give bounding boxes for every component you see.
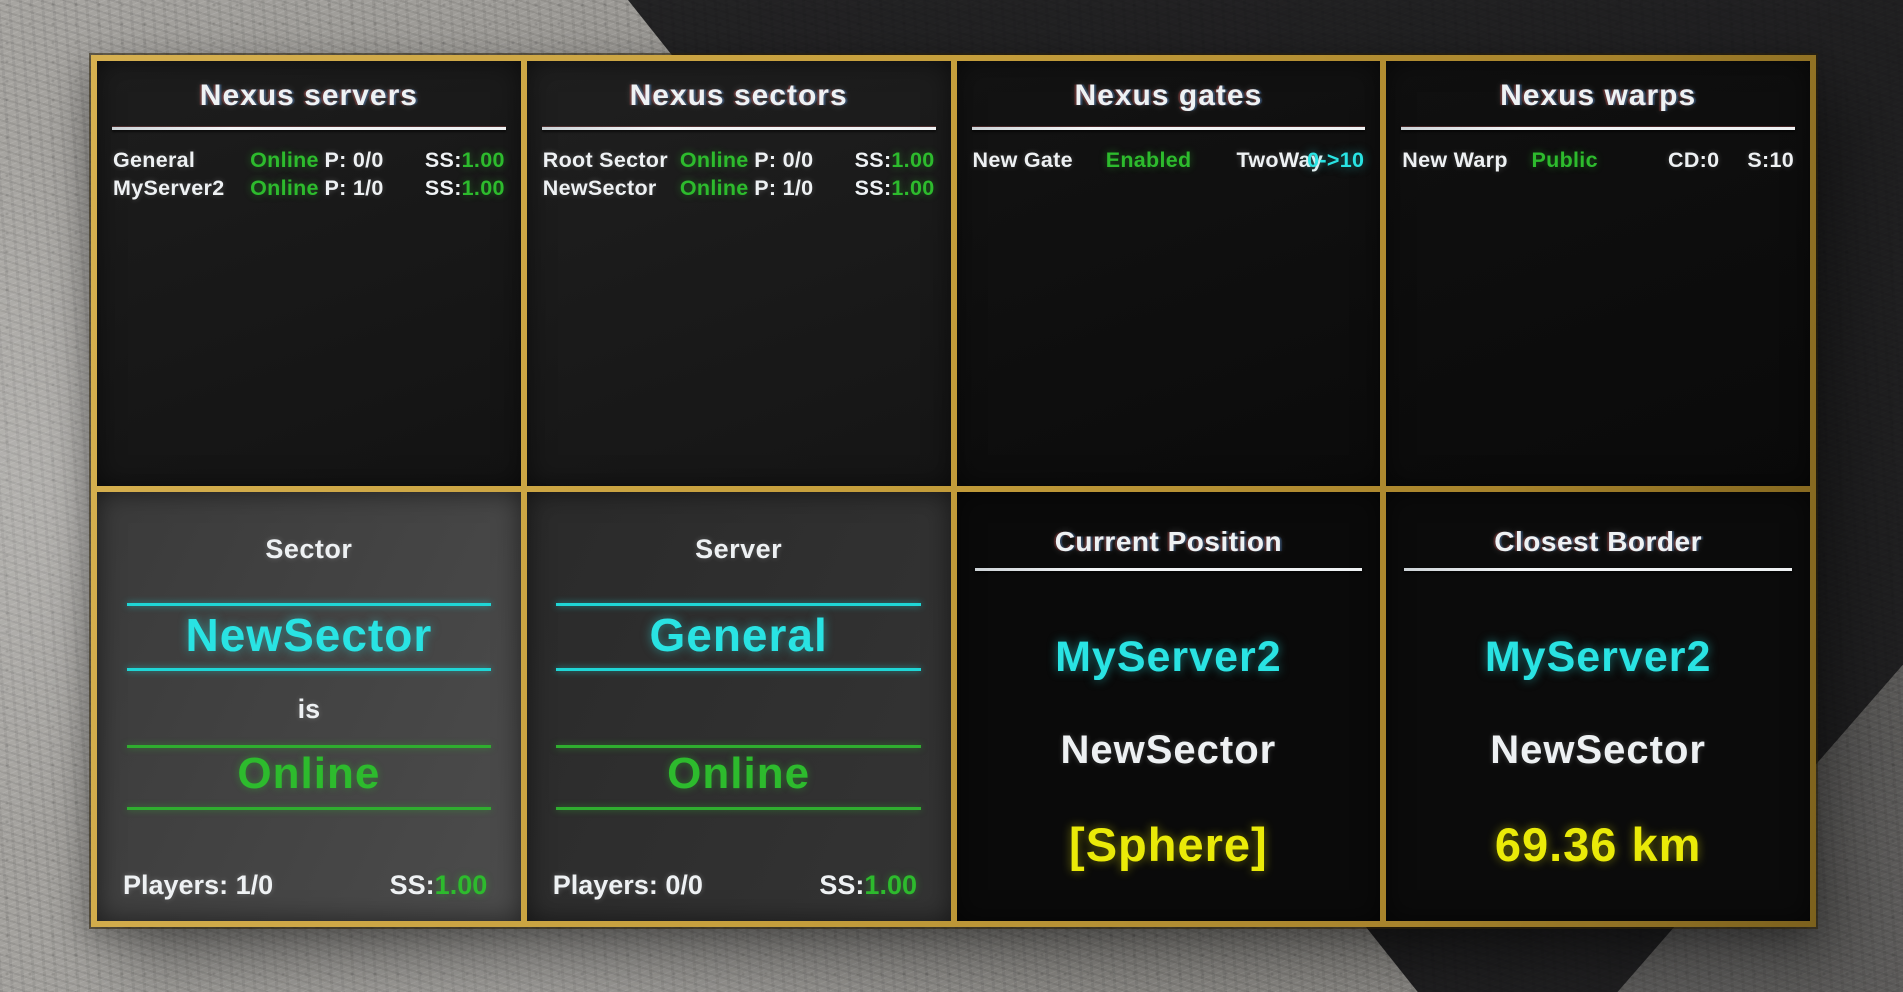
gate-name: New Gate	[972, 148, 1073, 172]
warp-cooldown: CD:0	[1668, 148, 1720, 172]
server-row: MyServer2 Online P: 1/0 SS:1.00	[113, 174, 505, 202]
server-status: Online	[250, 176, 319, 200]
warp-size: S:10	[1747, 148, 1794, 172]
lcd-panel-grid: Nexus servers General Online P: 0/0 SS:1…	[89, 53, 1818, 929]
server-list: General Online P: 0/0 SS:1.00 MyServer2 …	[97, 146, 521, 202]
title-underline	[971, 127, 1366, 130]
sector-status-stats: Players: 1/0 SS:1.00	[123, 870, 495, 901]
nexus-servers-screen: Nexus servers General Online P: 0/0 SS:1…	[97, 61, 521, 486]
sector-name: Root Sector	[542, 148, 668, 172]
gate-type-route: TwoWay0->10	[1237, 146, 1365, 174]
server-players: P: 1/0	[324, 176, 384, 200]
warp-name: New Warp	[1402, 148, 1508, 172]
title-underline	[974, 567, 1363, 571]
current-position-title: Current Position	[1054, 525, 1283, 557]
green-divider	[126, 745, 492, 749]
server-status-screen: Server General Online Players: 0/0 SS:1.…	[526, 491, 951, 921]
sector-status: Online	[679, 148, 749, 172]
cyan-divider	[556, 602, 921, 606]
sector-simspeed: SS:1.00	[855, 146, 935, 174]
warp-list: New Warp Public CD:0 S:10	[1386, 146, 1810, 174]
ss-label: SS:	[819, 869, 865, 900]
current-position-sector: NewSector	[1060, 727, 1277, 772]
title-underline	[112, 127, 506, 130]
ss-value: 1.00	[891, 176, 935, 200]
sector-simspeed: SS:1.00	[855, 174, 935, 202]
server-simspeed: SS:1.00	[425, 174, 505, 202]
sector-players-count: Players: 1/0	[123, 869, 274, 900]
sector-name: NewSector	[542, 176, 657, 200]
closest-border-title: Closest Border	[1494, 525, 1702, 557]
ss-value: 1.00	[461, 148, 505, 172]
server-status: Online	[250, 148, 319, 172]
sector-status-state: Online	[237, 749, 381, 799]
nexus-gates-screen: Nexus gates New Gate Enabled TwoWay0->10	[956, 61, 1381, 486]
sector-row: Root Sector Online P: 0/0 SS:1.00	[543, 146, 935, 174]
server-status-name: General	[649, 608, 828, 661]
server-name: MyServer2	[113, 176, 225, 200]
green-divider	[556, 806, 921, 810]
green-divider	[126, 806, 492, 810]
server-status-stats: Players: 0/0 SS:1.00	[553, 870, 925, 901]
gate-route: 0->10	[1307, 148, 1365, 172]
ss-value: 1.00	[434, 869, 488, 900]
ss-label: SS:	[854, 176, 892, 200]
nexus-sectors-title: Nexus sectors	[629, 79, 848, 112]
ss-value: 1.00	[864, 869, 917, 900]
cyan-divider	[556, 668, 921, 672]
ss-label: SS:	[389, 869, 435, 900]
sector-status: Online	[679, 176, 749, 200]
closest-border-server: MyServer2	[1484, 632, 1712, 681]
title-underline	[1401, 127, 1795, 130]
ss-value: 1.00	[891, 148, 935, 172]
gate-row: New Gate Enabled TwoWay0->10	[973, 146, 1365, 174]
server-status-state: Online	[667, 749, 811, 799]
title-underline	[1404, 567, 1792, 571]
server-players-count: Players: 0/0	[552, 869, 703, 900]
ss-label: SS:	[424, 176, 462, 200]
current-position-zone: [Sphere]	[1069, 817, 1268, 871]
server-row: General Online P: 0/0 SS:1.00	[113, 146, 505, 174]
nexus-gates-title: Nexus gates	[1074, 79, 1263, 112]
nexus-warps-title: Nexus warps	[1500, 79, 1697, 112]
closest-border-distance: 69.36 km	[1494, 817, 1702, 871]
title-underline	[541, 127, 936, 130]
sector-list: Root Sector Online P: 0/0 SS:1.00 NewSec…	[527, 146, 951, 202]
warp-row: New Warp Public CD:0 S:10	[1402, 146, 1794, 174]
sector-players: P: 1/0	[754, 176, 814, 200]
sector-status-connector: is	[297, 694, 321, 725]
gate-list: New Gate Enabled TwoWay0->10	[957, 146, 1381, 174]
current-position-server: MyServer2	[1055, 632, 1282, 681]
nexus-servers-title: Nexus servers	[199, 79, 418, 112]
server-players: P: 0/0	[324, 148, 384, 172]
cyan-divider	[126, 602, 492, 606]
nexus-sectors-screen: Nexus sectors Root Sector Online P: 0/0 …	[526, 61, 951, 486]
ss-label: SS:	[424, 148, 462, 172]
server-name: General	[113, 148, 196, 172]
gate-status: Enabled	[1105, 148, 1192, 172]
server-status-title: Server	[695, 533, 783, 564]
ss-value: 1.00	[461, 176, 505, 200]
sector-status-screen: Sector NewSector is Online Players: 1/0 …	[97, 491, 521, 921]
closest-border-screen: Closest Border MyServer2 NewSector 69.36…	[1386, 491, 1810, 921]
cyan-divider	[126, 668, 492, 672]
sector-row: NewSector Online P: 1/0 SS:1.00	[543, 174, 935, 202]
nexus-warps-screen: Nexus warps New Warp Public CD:0 S:10	[1386, 61, 1810, 486]
server-simspeed: SS:1.00	[425, 146, 505, 174]
sector-players: P: 0/0	[754, 148, 814, 172]
gate-type: TwoWay	[1236, 148, 1324, 172]
server-simspeed: SS:1.00	[819, 870, 924, 901]
closest-border-sector: NewSector	[1490, 727, 1706, 772]
current-position-screen: Current Position MyServer2 NewSector [Sp…	[956, 491, 1381, 921]
warp-status: Public	[1531, 148, 1598, 172]
sector-status-name: NewSector	[185, 608, 433, 661]
sector-simspeed: SS:1.00	[390, 870, 495, 901]
green-divider	[556, 745, 921, 749]
sector-status-title: Sector	[265, 533, 353, 564]
ss-label: SS:	[854, 148, 892, 172]
